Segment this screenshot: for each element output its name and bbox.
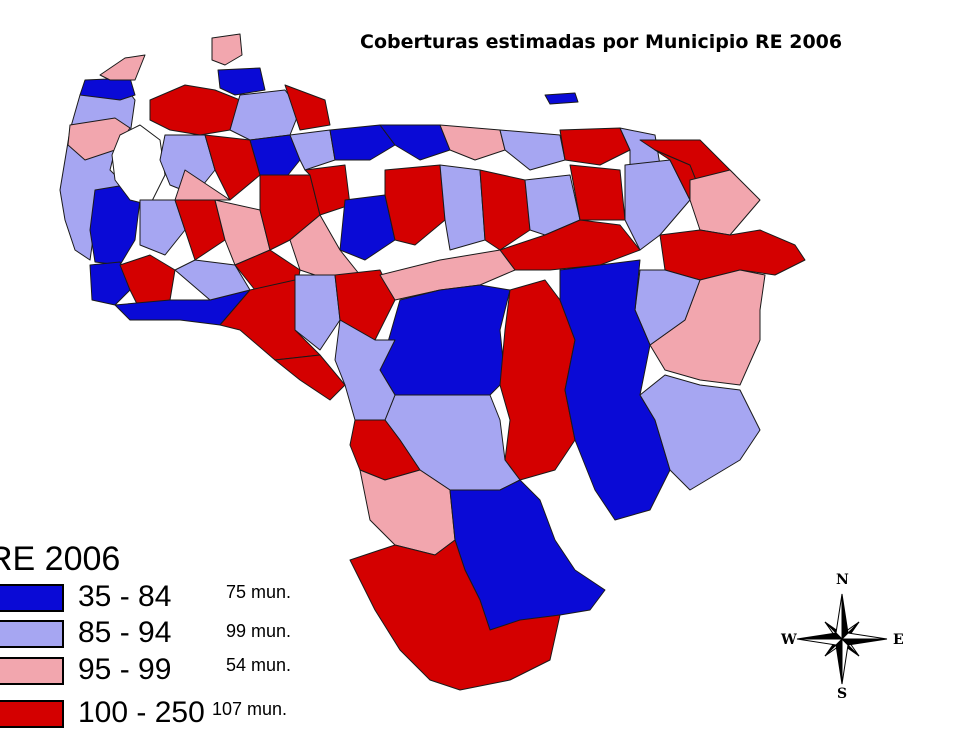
- legend-range: 85 - 94: [78, 616, 171, 650]
- legend-range: 35 - 84: [78, 580, 171, 614]
- region-falcon-a: [218, 68, 265, 95]
- region-bolivar-a: [380, 285, 510, 395]
- region-guarico-c: [440, 165, 485, 250]
- region-anzoategui-b: [570, 165, 625, 220]
- legend-swatch: [0, 620, 64, 648]
- region-apure-south-b: [275, 355, 345, 400]
- compass-south-label: S: [837, 686, 847, 702]
- legend-range: 100 - 250: [78, 696, 205, 730]
- region-margarita: [545, 93, 578, 104]
- compass-rose-icon: [795, 592, 889, 686]
- legend-swatch: [0, 584, 64, 612]
- region-central-coast-c: [440, 125, 505, 160]
- legend-swatch: [0, 700, 64, 728]
- region-guarico-b: [385, 165, 445, 245]
- legend-swatch: [0, 657, 64, 685]
- legend-title: RE 2006: [0, 540, 120, 579]
- region-central-coast-e: [560, 128, 630, 165]
- compass-east-label: E: [893, 632, 904, 648]
- legend-count: 107 mun.: [212, 699, 287, 720]
- region-monagas-c: [690, 170, 760, 235]
- region-zulia-peninsula: [100, 55, 145, 80]
- legend-count: 99 mun.: [226, 621, 291, 642]
- compass-north-label: N: [836, 572, 849, 588]
- legend-count: 75 mun.: [226, 582, 291, 603]
- region-falcon-b: [150, 85, 240, 135]
- legend-range: 95 - 99: [78, 653, 171, 687]
- legend-count: 54 mun.: [226, 655, 291, 676]
- region-falcon-peninsula: [212, 34, 242, 65]
- region-central-coast-d: [500, 130, 565, 170]
- region-guarico-d: [480, 170, 530, 250]
- map-title: Coberturas estimadas por Municipio RE 20…: [360, 31, 842, 53]
